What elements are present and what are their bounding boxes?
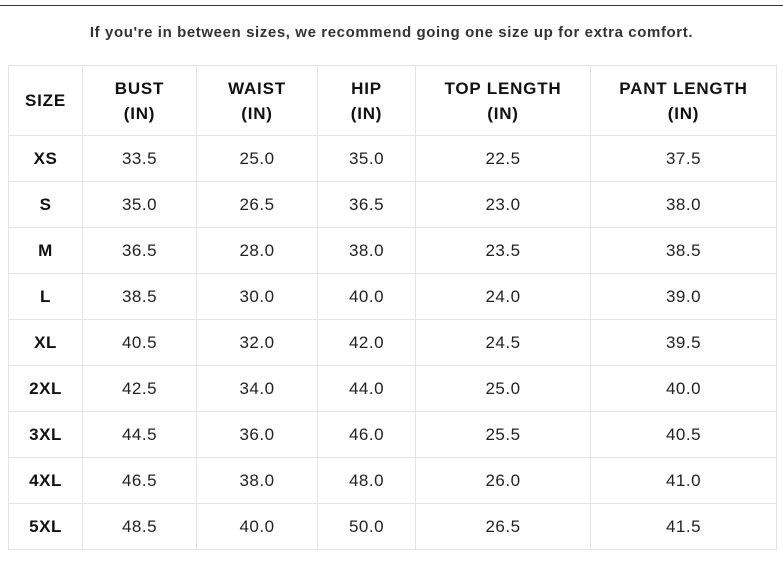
measure-cell: 26.5 bbox=[196, 181, 318, 228]
measure-cell: 33.5 bbox=[82, 135, 197, 182]
measure-cell: 38.0 bbox=[317, 227, 416, 274]
size-cell: M bbox=[8, 227, 83, 274]
measure-cell: 40.5 bbox=[82, 319, 197, 366]
measure-cell: 26.0 bbox=[415, 457, 591, 504]
measure-cell: 24.0 bbox=[415, 273, 591, 320]
measure-cell: 48.5 bbox=[82, 503, 197, 550]
measure-cell: 36.5 bbox=[82, 227, 197, 274]
measure-cell: 42.0 bbox=[317, 319, 416, 366]
measure-cell: 41.5 bbox=[590, 503, 777, 550]
table-row: 3XL 44.5 36.0 46.0 25.5 40.5 bbox=[8, 411, 777, 458]
measure-cell: 35.0 bbox=[82, 181, 197, 228]
measure-cell: 40.5 bbox=[590, 411, 777, 458]
header-cell: PANT LENGTH (IN) bbox=[590, 65, 777, 136]
table-header: SIZE BUST (IN) WAIST (IN) HIP (IN) TOP LENGT… bbox=[8, 65, 777, 136]
measure-cell: 39.5 bbox=[590, 319, 777, 366]
table-row: 2XL 42.5 34.0 44.0 25.0 40.0 bbox=[8, 365, 777, 412]
divider bbox=[0, 5, 783, 6]
measure-cell: 25.0 bbox=[415, 365, 591, 412]
measure-cell: 36.0 bbox=[196, 411, 318, 458]
size-cell: 2XL bbox=[8, 365, 83, 412]
measure-cell: 26.5 bbox=[415, 503, 591, 550]
measure-cell: 41.0 bbox=[590, 457, 777, 504]
table-body: XS 33.5 25.0 35.0 22.5 37.5 S 35.0 26.5 36.5 23.0 3… bbox=[8, 135, 777, 550]
size-cell: XS bbox=[8, 135, 83, 182]
measure-cell: 48.0 bbox=[317, 457, 416, 504]
measure-cell: 50.0 bbox=[317, 503, 416, 550]
measure-cell: 23.5 bbox=[415, 227, 591, 274]
header-cell: TOP LENGTH (IN) bbox=[415, 65, 591, 136]
measure-cell: 38.0 bbox=[196, 457, 318, 504]
measure-cell: 40.0 bbox=[317, 273, 416, 320]
measure-cell: 24.5 bbox=[415, 319, 591, 366]
measure-cell: 30.0 bbox=[196, 273, 318, 320]
header-cell: BUST (IN) bbox=[82, 65, 197, 136]
size-table: SIZE BUST (IN) WAIST (IN) HIP (IN) TOP LENGT… bbox=[8, 65, 777, 550]
measure-cell: 42.5 bbox=[82, 365, 197, 412]
measure-cell: 25.0 bbox=[196, 135, 318, 182]
measure-cell: 44.5 bbox=[82, 411, 197, 458]
measure-cell: 37.5 bbox=[590, 135, 777, 182]
size-cell: 4XL bbox=[8, 457, 83, 504]
measure-cell: 38.5 bbox=[82, 273, 197, 320]
size-cell: XL bbox=[8, 319, 83, 366]
measure-cell: 46.0 bbox=[317, 411, 416, 458]
measure-cell: 39.0 bbox=[590, 273, 777, 320]
measure-cell: 40.0 bbox=[590, 365, 777, 412]
size-cell: S bbox=[8, 181, 83, 228]
table-row: L 38.5 30.0 40.0 24.0 39.0 bbox=[8, 273, 777, 320]
measure-cell: 25.5 bbox=[415, 411, 591, 458]
measure-cell: 22.5 bbox=[415, 135, 591, 182]
header-cell: WAIST (IN) bbox=[196, 65, 318, 136]
table-row: S 35.0 26.5 36.5 23.0 38.0 bbox=[8, 181, 777, 228]
table-row: XS 33.5 25.0 35.0 22.5 37.5 bbox=[8, 135, 777, 182]
size-cell: 5XL bbox=[8, 503, 83, 550]
measure-cell: 34.0 bbox=[196, 365, 318, 412]
table-row: 5XL 48.5 40.0 50.0 26.5 41.5 bbox=[8, 503, 777, 550]
measure-cell: 28.0 bbox=[196, 227, 318, 274]
size-cell: L bbox=[8, 273, 83, 320]
header-cell: HIP (IN) bbox=[317, 65, 416, 136]
measure-cell: 38.5 bbox=[590, 227, 777, 274]
measure-cell: 35.0 bbox=[317, 135, 416, 182]
measure-cell: 38.0 bbox=[590, 181, 777, 228]
size-note: If you're in between sizes, we recommend… bbox=[89, 24, 694, 41]
size-cell: 3XL bbox=[8, 411, 83, 458]
measure-cell: 32.0 bbox=[196, 319, 318, 366]
measure-cell: 40.0 bbox=[196, 503, 318, 550]
table-row: XL 40.5 32.0 42.0 24.5 39.5 bbox=[8, 319, 777, 366]
header-row: SIZE BUST (IN) WAIST (IN) HIP (IN) TOP LENGT… bbox=[8, 65, 777, 136]
table-row: 4XL 46.5 38.0 48.0 26.0 41.0 bbox=[8, 457, 777, 504]
measure-cell: 44.0 bbox=[317, 365, 416, 412]
measure-cell: 46.5 bbox=[82, 457, 197, 504]
measure-cell: 23.0 bbox=[415, 181, 591, 228]
header-cell: SIZE bbox=[8, 65, 83, 136]
table-row: M 36.5 28.0 38.0 23.5 38.5 bbox=[8, 227, 777, 274]
measure-cell: 36.5 bbox=[317, 181, 416, 228]
